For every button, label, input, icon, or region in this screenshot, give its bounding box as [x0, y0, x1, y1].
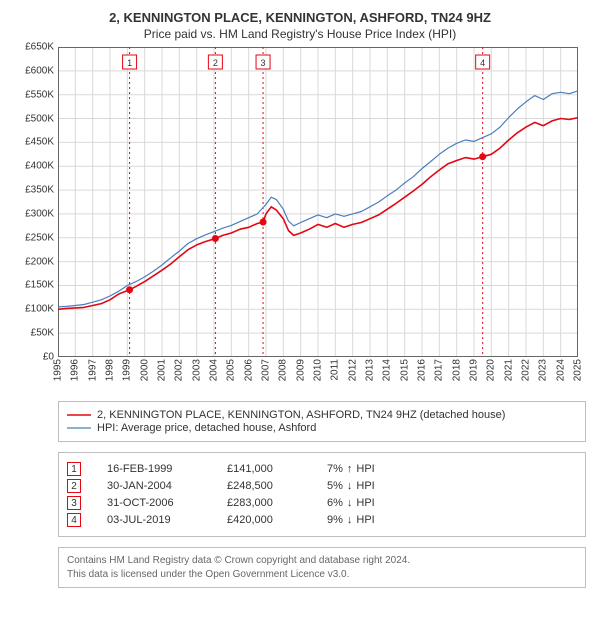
- legend-label: 2, KENNINGTON PLACE, KENNINGTON, ASHFORD…: [97, 409, 505, 421]
- legend-swatch: [67, 410, 91, 420]
- event-marker: 4: [67, 513, 81, 527]
- event-row: 1 16-FEB-1999£141,0007%↑HPI: [67, 462, 577, 476]
- y-tick-label: £550K: [25, 89, 54, 100]
- x-tick-label: 2013: [365, 359, 376, 381]
- footer-line: Contains HM Land Registry data © Crown c…: [67, 554, 577, 568]
- plot-svg: 1 2 3 4: [58, 47, 578, 357]
- y-tick-label: £150K: [25, 280, 54, 291]
- arrow-down-icon: ↓: [347, 480, 353, 492]
- event-row: 3 31-OCT-2006£283,0006%↓HPI: [67, 496, 577, 510]
- event-row: 2 30-JAN-2004£248,5005%↓HPI: [67, 479, 577, 493]
- page-subtitle: Price paid vs. HM Land Registry's House …: [14, 27, 586, 41]
- svg-text:1: 1: [127, 58, 132, 68]
- svg-text:3: 3: [261, 58, 266, 68]
- x-tick-label: 1999: [122, 359, 133, 381]
- x-tick-label: 2004: [209, 359, 220, 381]
- x-tick-label: 2000: [139, 359, 150, 381]
- x-tick-label: 2023: [538, 359, 549, 381]
- event-marker: 3: [67, 496, 81, 510]
- x-tick-label: 2016: [417, 359, 428, 381]
- y-tick-label: £400K: [25, 161, 54, 172]
- y-axis-labels: £0£50K£100K£150K£200K£250K£300K£350K£400…: [14, 47, 58, 357]
- event-row: 4 03-JUL-2019£420,0009%↓HPI: [67, 513, 577, 527]
- plot-area: 1 2 3 4: [58, 47, 578, 357]
- footer: Contains HM Land Registry data © Crown c…: [58, 547, 586, 588]
- x-tick-label: 1995: [53, 359, 64, 381]
- x-tick-label: 2015: [399, 359, 410, 381]
- y-tick-label: £450K: [25, 137, 54, 148]
- event-price: £141,000: [227, 463, 327, 475]
- x-tick-label: 2018: [451, 359, 462, 381]
- x-tick-label: 2007: [261, 359, 272, 381]
- event-marker: 1: [67, 462, 81, 476]
- y-tick-label: £250K: [25, 232, 54, 243]
- svg-text:2: 2: [213, 58, 218, 68]
- arrow-down-icon: ↓: [347, 514, 353, 526]
- event-price: £248,500: [227, 480, 327, 492]
- event-price: £420,000: [227, 514, 327, 526]
- event-diff: 7%↑HPI: [327, 463, 467, 475]
- event-date: 31-OCT-2006: [107, 497, 227, 509]
- x-tick-label: 2014: [382, 359, 393, 381]
- x-tick-label: 1997: [87, 359, 98, 381]
- x-tick-label: 2009: [295, 359, 306, 381]
- y-tick-label: £50K: [31, 328, 54, 339]
- legend-label: HPI: Average price, detached house, Ashf…: [97, 422, 316, 434]
- events-table: 1 16-FEB-1999£141,0007%↑HPI 2 30-JAN-2004£2…: [58, 452, 586, 537]
- x-tick-label: 1996: [70, 359, 81, 381]
- x-tick-label: 2022: [521, 359, 532, 381]
- legend-swatch: [67, 423, 91, 433]
- event-diff: 6%↓HPI: [327, 497, 467, 509]
- event-date: 16-FEB-1999: [107, 463, 227, 475]
- event-marker: 2: [67, 479, 81, 493]
- event-diff: 5%↓HPI: [327, 480, 467, 492]
- legend: 2, KENNINGTON PLACE, KENNINGTON, ASHFORD…: [58, 401, 586, 442]
- event-price: £283,000: [227, 497, 327, 509]
- y-tick-label: £200K: [25, 256, 54, 267]
- y-tick-label: £650K: [25, 42, 54, 53]
- y-tick-label: £600K: [25, 65, 54, 76]
- x-tick-label: 2010: [313, 359, 324, 381]
- footer-line: This data is licensed under the Open Gov…: [67, 568, 577, 582]
- y-tick-label: £350K: [25, 185, 54, 196]
- x-axis-labels: 1995199619971998199920002001200220032004…: [58, 357, 578, 391]
- arrow-up-icon: ↑: [347, 463, 353, 475]
- x-tick-label: 2005: [226, 359, 237, 381]
- x-tick-label: 2021: [503, 359, 514, 381]
- x-tick-label: 2001: [157, 359, 168, 381]
- event-date: 03-JUL-2019: [107, 514, 227, 526]
- x-tick-label: 2017: [434, 359, 445, 381]
- legend-item: 2, KENNINGTON PLACE, KENNINGTON, ASHFORD…: [67, 409, 577, 421]
- x-tick-label: 2011: [330, 359, 341, 381]
- arrow-down-icon: ↓: [347, 497, 353, 509]
- x-tick-label: 2019: [469, 359, 480, 381]
- x-tick-label: 2008: [278, 359, 289, 381]
- x-tick-label: 2006: [243, 359, 254, 381]
- x-tick-label: 1998: [105, 359, 116, 381]
- svg-text:4: 4: [480, 58, 485, 68]
- x-tick-label: 2025: [573, 359, 584, 381]
- x-tick-label: 2024: [555, 359, 566, 381]
- event-date: 30-JAN-2004: [107, 480, 227, 492]
- x-tick-label: 2012: [347, 359, 358, 381]
- x-tick-label: 2002: [174, 359, 185, 381]
- y-tick-label: £500K: [25, 113, 54, 124]
- x-tick-label: 2020: [486, 359, 497, 381]
- event-diff: 9%↓HPI: [327, 514, 467, 526]
- y-tick-label: £300K: [25, 208, 54, 219]
- chart: £0£50K£100K£150K£200K£250K£300K£350K£400…: [14, 47, 586, 391]
- page-title: 2, KENNINGTON PLACE, KENNINGTON, ASHFORD…: [14, 10, 586, 25]
- y-tick-label: £100K: [25, 304, 54, 315]
- legend-item: HPI: Average price, detached house, Ashf…: [67, 422, 577, 434]
- x-tick-label: 2003: [191, 359, 202, 381]
